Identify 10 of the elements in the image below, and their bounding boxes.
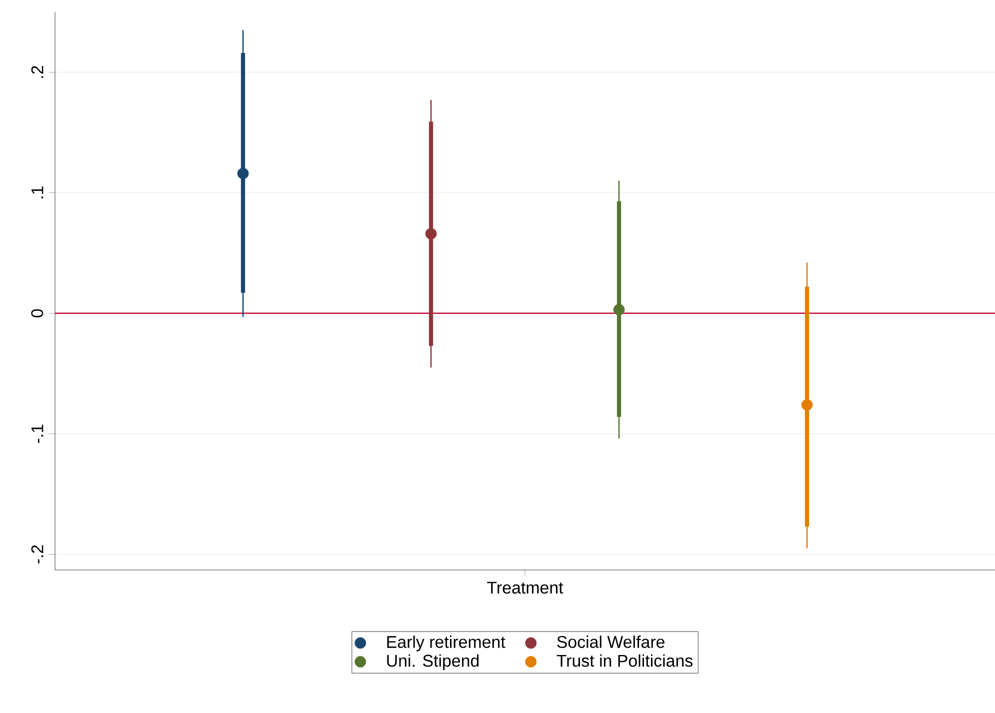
y-tick-label: 0 bbox=[31, 309, 44, 318]
legend-label: Trust in Politicians bbox=[556, 654, 693, 667]
legend-label: Uni. Stipend bbox=[387, 654, 479, 670]
legend-label: Early retirement bbox=[387, 636, 506, 652]
y-tick-label: .1 bbox=[32, 186, 44, 198]
y-tick-label: .2 bbox=[31, 66, 44, 78]
y-tick-label: -.2 bbox=[31, 545, 44, 564]
y-tick-label: -.1 bbox=[32, 424, 44, 443]
x-tick-label: Treatment bbox=[487, 582, 564, 594]
legend-label: Social Welfare bbox=[557, 636, 664, 648]
